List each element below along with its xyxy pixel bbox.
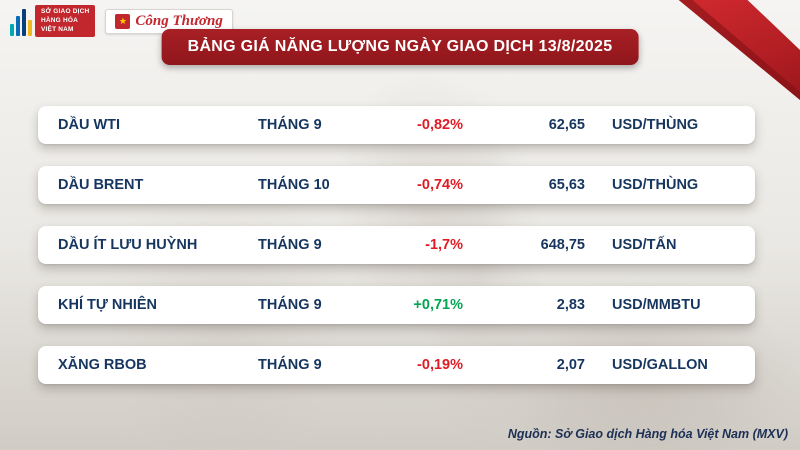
price-value: 65,63	[548, 177, 585, 193]
commodity-name: DẦU BRENT	[58, 177, 144, 193]
commodity-name: DẦU ÍT LƯU HUỲNH	[58, 237, 198, 253]
commodity-name: DẦU WTI	[58, 117, 121, 133]
price-value: 2,83	[556, 297, 585, 313]
contract-month: THÁNG 9	[258, 297, 322, 313]
commodity-name: XĂNG RBOB	[58, 357, 147, 373]
change-percent: -0,19%	[417, 357, 463, 373]
source-attribution: Nguồn: Sở Giao dịch Hàng hóa Việt Nam (M…	[507, 427, 788, 441]
mxv-logo-line: HÀNG HÓA	[41, 16, 78, 24]
commodity-name: KHÍ TỰ NHIÊN	[58, 297, 158, 313]
price-value: 648,75	[540, 237, 585, 253]
table-row: XĂNG RBOB THÁNG 9 -0,19% 2,07 USD/GALLON	[38, 346, 755, 384]
table-row: KHÍ TỰ NHIÊN THÁNG 9 +0,71% 2,83 USD/MMB…	[38, 286, 755, 324]
change-percent: -1,7%	[425, 237, 463, 253]
price-value: 62,65	[548, 117, 585, 133]
mxv-logo-line: VIỆT NAM	[41, 25, 74, 33]
page-title: BẢNG GIÁ NĂNG LƯỢNG NGÀY GIAO DỊCH 13/8/…	[161, 29, 639, 65]
contract-month: THÁNG 10	[258, 177, 330, 193]
price-unit: USD/MMBTU	[612, 297, 701, 313]
contract-month: THÁNG 9	[258, 357, 322, 373]
corner-ribbon-decoration	[675, 0, 800, 100]
contract-month: THÁNG 9	[258, 237, 322, 253]
mxv-logo-line: SỞ GIAO DỊCH	[41, 8, 90, 15]
price-unit: USD/GALLON	[612, 357, 708, 373]
change-percent: +0,71%	[413, 297, 463, 313]
congthuong-logo-text: Công Thương	[135, 12, 223, 29]
ribbon-band	[678, 0, 800, 100]
price-unit: USD/TẤN	[612, 237, 677, 253]
price-value: 2,07	[556, 357, 585, 373]
table-row: DẦU BRENT THÁNG 10 -0,74% 65,63 USD/THÙN…	[38, 166, 755, 204]
table-row: DẦU ÍT LƯU HUỲNH THÁNG 9 -1,7% 648,75 US…	[38, 226, 755, 264]
header-logos: SỞ GIAO DỊCH HÀNG HÓA VIỆT NAM ★ Công Th…	[10, 5, 233, 38]
price-unit: USD/THÙNG	[612, 117, 699, 133]
mxv-logo: SỞ GIAO DỊCH HÀNG HÓA VIỆT NAM	[10, 5, 96, 38]
contract-month: THÁNG 9	[258, 117, 322, 133]
table-row: DẦU WTI THÁNG 9 -0,82% 62,65 USD/THÙNG	[38, 106, 755, 144]
congthuong-star-icon: ★	[115, 13, 131, 29]
price-unit: USD/THÙNG	[612, 177, 699, 193]
change-percent: -0,82%	[417, 117, 463, 133]
change-percent: -0,74%	[417, 177, 463, 193]
mxv-bars-icon	[10, 8, 32, 37]
price-board: DẦU WTI THÁNG 9 -0,82% 62,65 USD/THÙNG D…	[38, 106, 755, 384]
mxv-logo-text: SỞ GIAO DỊCH HÀNG HÓA VIỆT NAM	[35, 5, 96, 38]
